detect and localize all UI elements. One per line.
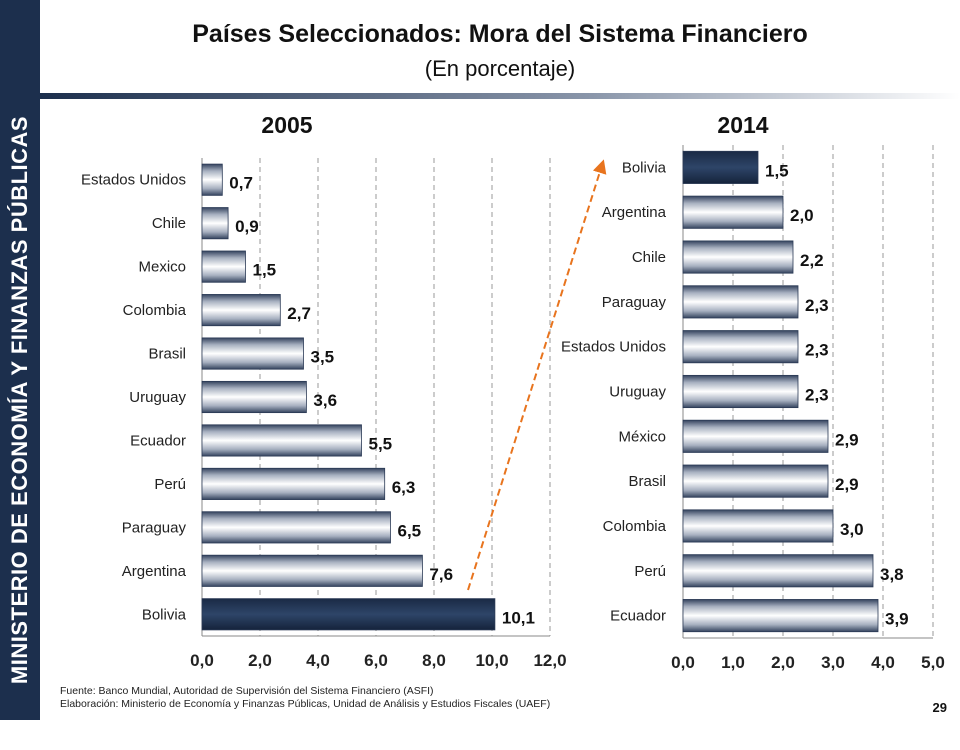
- category-label: Brasil: [628, 473, 666, 490]
- bar: [201, 250, 246, 283]
- source-note: Fuente: Banco Mundial, Autoridad de Supe…: [60, 685, 434, 697]
- bar: [682, 240, 794, 274]
- category-label: Estados Unidos: [561, 339, 666, 356]
- bar: [682, 195, 784, 229]
- bar: [682, 599, 879, 633]
- bar: [682, 150, 759, 184]
- page-number: 29: [932, 700, 947, 715]
- x-tick-label: 3,0: [821, 653, 845, 672]
- bar: [201, 207, 229, 240]
- bar: [201, 598, 496, 631]
- value-label: 2,9: [835, 430, 859, 449]
- category-label: México: [618, 428, 666, 445]
- value-label: 3,8: [880, 565, 904, 584]
- bar: [201, 554, 423, 587]
- bar: [201, 380, 307, 414]
- bar: [201, 163, 223, 196]
- category-label: Bolivia: [142, 606, 187, 623]
- value-label: 10,1: [502, 608, 535, 627]
- category-label: Ecuador: [130, 432, 186, 449]
- bar: [201, 424, 362, 457]
- x-tick-label: 2,0: [771, 653, 795, 672]
- ministry-sidebar: MINISTERIO DE ECONOMÍA Y FINANZAS PÚBLIC…: [0, 0, 40, 720]
- category-label: Uruguay: [129, 389, 186, 406]
- chart-2014: 2014 0,0 1,0 2,0 3,0 4,0 5,0 Bolivia 1,5 Argentin…: [561, 112, 945, 672]
- category-label: Chile: [632, 249, 666, 266]
- category-label: Mexico: [138, 259, 186, 276]
- bar: [682, 419, 829, 453]
- value-label: 6,5: [398, 521, 422, 540]
- x-tick-label: 4,0: [306, 651, 330, 670]
- category-label: Estados Unidos: [81, 172, 186, 189]
- x-tick-label: 4,0: [871, 653, 895, 672]
- category-label: Perú: [154, 476, 186, 493]
- chart-year-title: 2005: [261, 112, 312, 138]
- bar: [682, 285, 799, 319]
- x-tick-label: 10,0: [475, 651, 508, 670]
- value-label: 6,3: [392, 478, 416, 497]
- x-tick-label: 0,0: [671, 653, 695, 672]
- value-label: 0,7: [229, 174, 253, 193]
- value-label: 2,9: [835, 475, 859, 494]
- x-tick-label: 5,0: [921, 653, 945, 672]
- value-label: 2,3: [805, 296, 829, 315]
- x-tick-label: 6,0: [364, 651, 388, 670]
- category-label: Ecuador: [610, 608, 666, 625]
- bar: [201, 294, 281, 327]
- category-label: Uruguay: [609, 384, 666, 401]
- value-label: 2,0: [790, 206, 814, 225]
- x-tick-label: 0,0: [190, 651, 214, 670]
- value-label: 3,0: [840, 520, 864, 539]
- value-label: 2,2: [800, 251, 824, 270]
- x-tick-label: 8,0: [422, 651, 446, 670]
- category-label: Bolivia: [622, 159, 667, 176]
- chart-2005: 2005 0,0 2,0 4,0 6,0 8,0 10,0 12,0 Estados Unido…: [81, 112, 567, 670]
- x-tick-label: 12,0: [533, 651, 566, 670]
- category-label: Colombia: [603, 518, 667, 535]
- x-tick-label: 1,0: [721, 653, 745, 672]
- value-label: 1,5: [253, 261, 277, 280]
- bar: [682, 464, 829, 498]
- title-divider: [40, 93, 960, 99]
- bar: [682, 554, 874, 588]
- trend-arrow: [467, 159, 607, 591]
- chart-year-title: 2014: [717, 112, 768, 138]
- category-label: Colombia: [123, 302, 187, 319]
- bar: [201, 337, 304, 370]
- bar: [682, 330, 799, 364]
- category-label: Argentina: [122, 563, 187, 580]
- bar-charts: 2005 0,0 2,0 4,0 6,0 8,0 10,0 12,0 Estados Unido…: [81, 112, 945, 672]
- bar: [682, 509, 834, 543]
- elaboration-note: Elaboración: Ministerio de Economía y Fi…: [60, 698, 551, 710]
- chart-title: Países Seleccionados: Mora del Sistema F…: [192, 20, 808, 48]
- bar: [201, 467, 386, 500]
- value-label: 1,5: [765, 161, 789, 180]
- value-label: 2,3: [805, 341, 829, 360]
- value-label: 2,3: [805, 386, 829, 405]
- value-label: 0,9: [235, 217, 259, 236]
- x-tick-label: 2,0: [248, 651, 272, 670]
- category-label: Perú: [634, 563, 666, 580]
- category-label: Chile: [152, 215, 186, 232]
- value-label: 3,6: [313, 391, 337, 410]
- category-label: Paraguay: [122, 519, 187, 536]
- value-label: 2,7: [287, 304, 311, 323]
- value-label: 7,6: [429, 565, 453, 584]
- value-label: 5,5: [369, 434, 393, 453]
- category-label: Argentina: [602, 204, 667, 221]
- category-label: Paraguay: [602, 294, 667, 311]
- bar: [682, 374, 799, 409]
- footer-notes: Fuente: Banco Mundial, Autoridad de Supe…: [60, 685, 550, 711]
- chart-subtitle: (En porcentaje): [424, 56, 576, 81]
- value-label: 3,5: [311, 348, 335, 367]
- bar: [201, 511, 391, 544]
- category-label: Brasil: [148, 346, 186, 363]
- value-label: 3,9: [885, 610, 909, 629]
